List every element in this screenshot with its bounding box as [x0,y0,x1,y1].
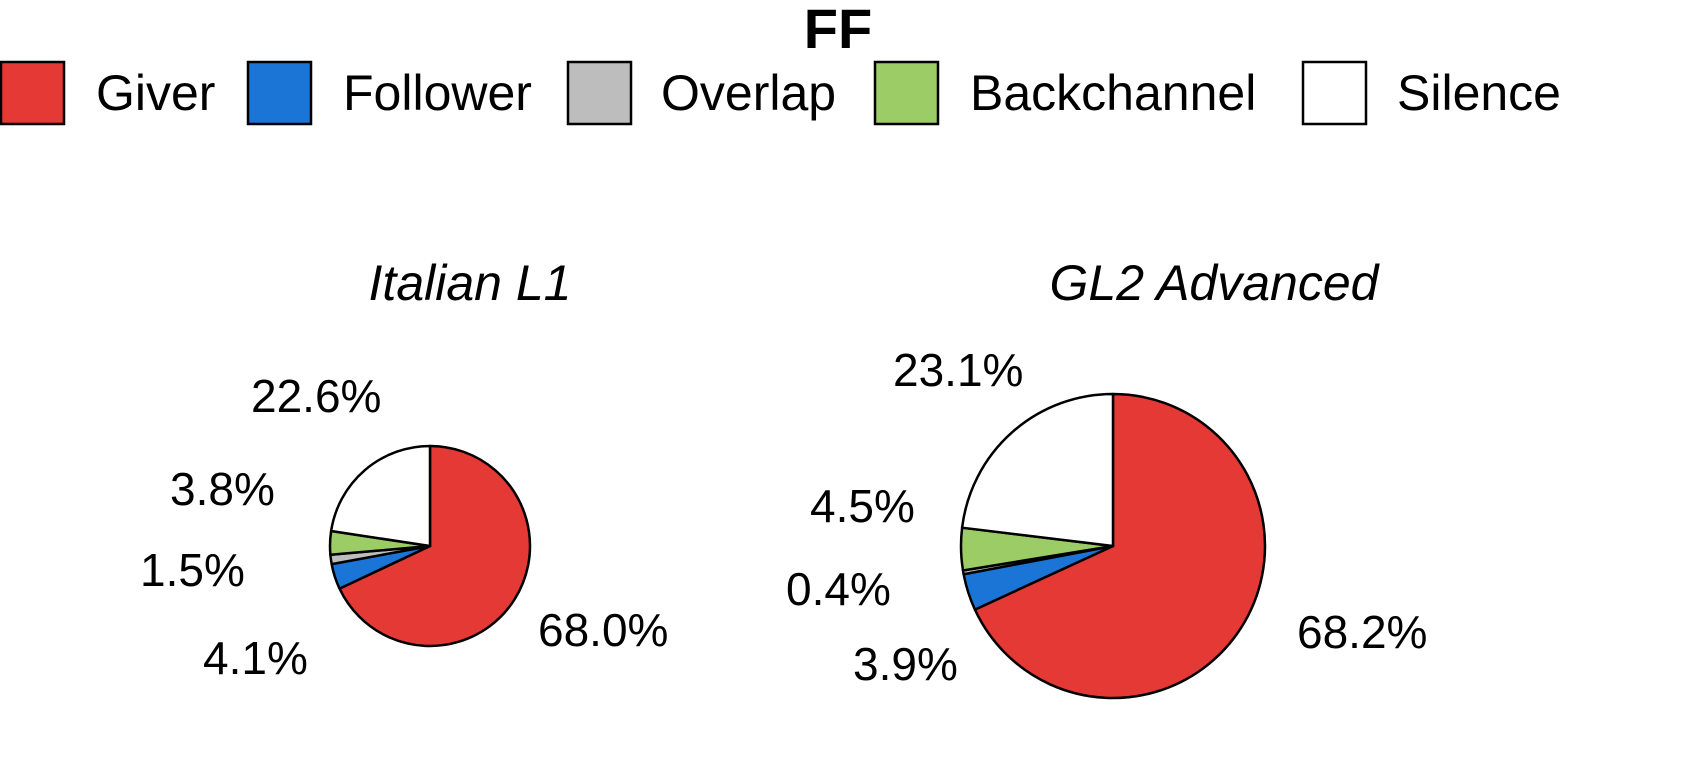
legend-swatch-giver [0,60,66,126]
pie-label-silence: 22.6% [251,370,381,422]
pie-slices [328,444,532,648]
legend-label-backchannel: Backchannel [970,65,1256,121]
pie-label-silence: 23.1% [893,344,1023,396]
pie-slice-giver [973,392,1267,700]
pie-label-backchannel: 3.8% [170,463,275,515]
pie-label-overlap: 1.5% [140,544,245,596]
pie-slice-silence [329,444,432,548]
pie-slice-silence [960,392,1115,548]
legend-label-overlap: Overlap [661,65,836,121]
chart-title: FF [804,0,872,60]
pie-title: GL2 Advanced [1050,255,1381,311]
legend-swatch-silence [1301,60,1368,126]
pie-slices [959,392,1267,700]
pie-label-overlap: 0.4% [786,563,891,615]
pie-label-giver: 68.2% [1297,606,1427,658]
legend-swatch-follower [246,60,313,126]
pie-label-follower: 4.1% [203,632,308,684]
pie-label-follower: 3.9% [853,638,958,690]
pie-italian-l1: Italian L1 68.0% 4.1% 1.5% 3.8% 22.6% [140,255,668,684]
legend-swatch-backchannel [873,60,940,126]
legend-label-silence: Silence [1397,65,1561,121]
pie-label-giver: 68.0% [538,604,668,656]
legend: Giver Follower Overlap Backchannel Silence [0,60,1561,126]
pie-slice-giver [338,444,532,648]
pie-label-backchannel: 4.5% [810,480,915,532]
legend-swatch-overlap [566,60,633,126]
legend-label-giver: Giver [96,65,215,121]
pie-title: Italian L1 [369,255,572,311]
pie-labels: 68.0% 4.1% 1.5% 3.8% 22.6% [140,370,668,684]
legend-label-follower: Follower [343,65,532,121]
pie-gl2-advanced: GL2 Advanced 68.2% 3.9% 0.4% 4.5% 23.1% [786,255,1427,700]
pie-labels: 68.2% 3.9% 0.4% 4.5% 23.1% [786,344,1427,690]
